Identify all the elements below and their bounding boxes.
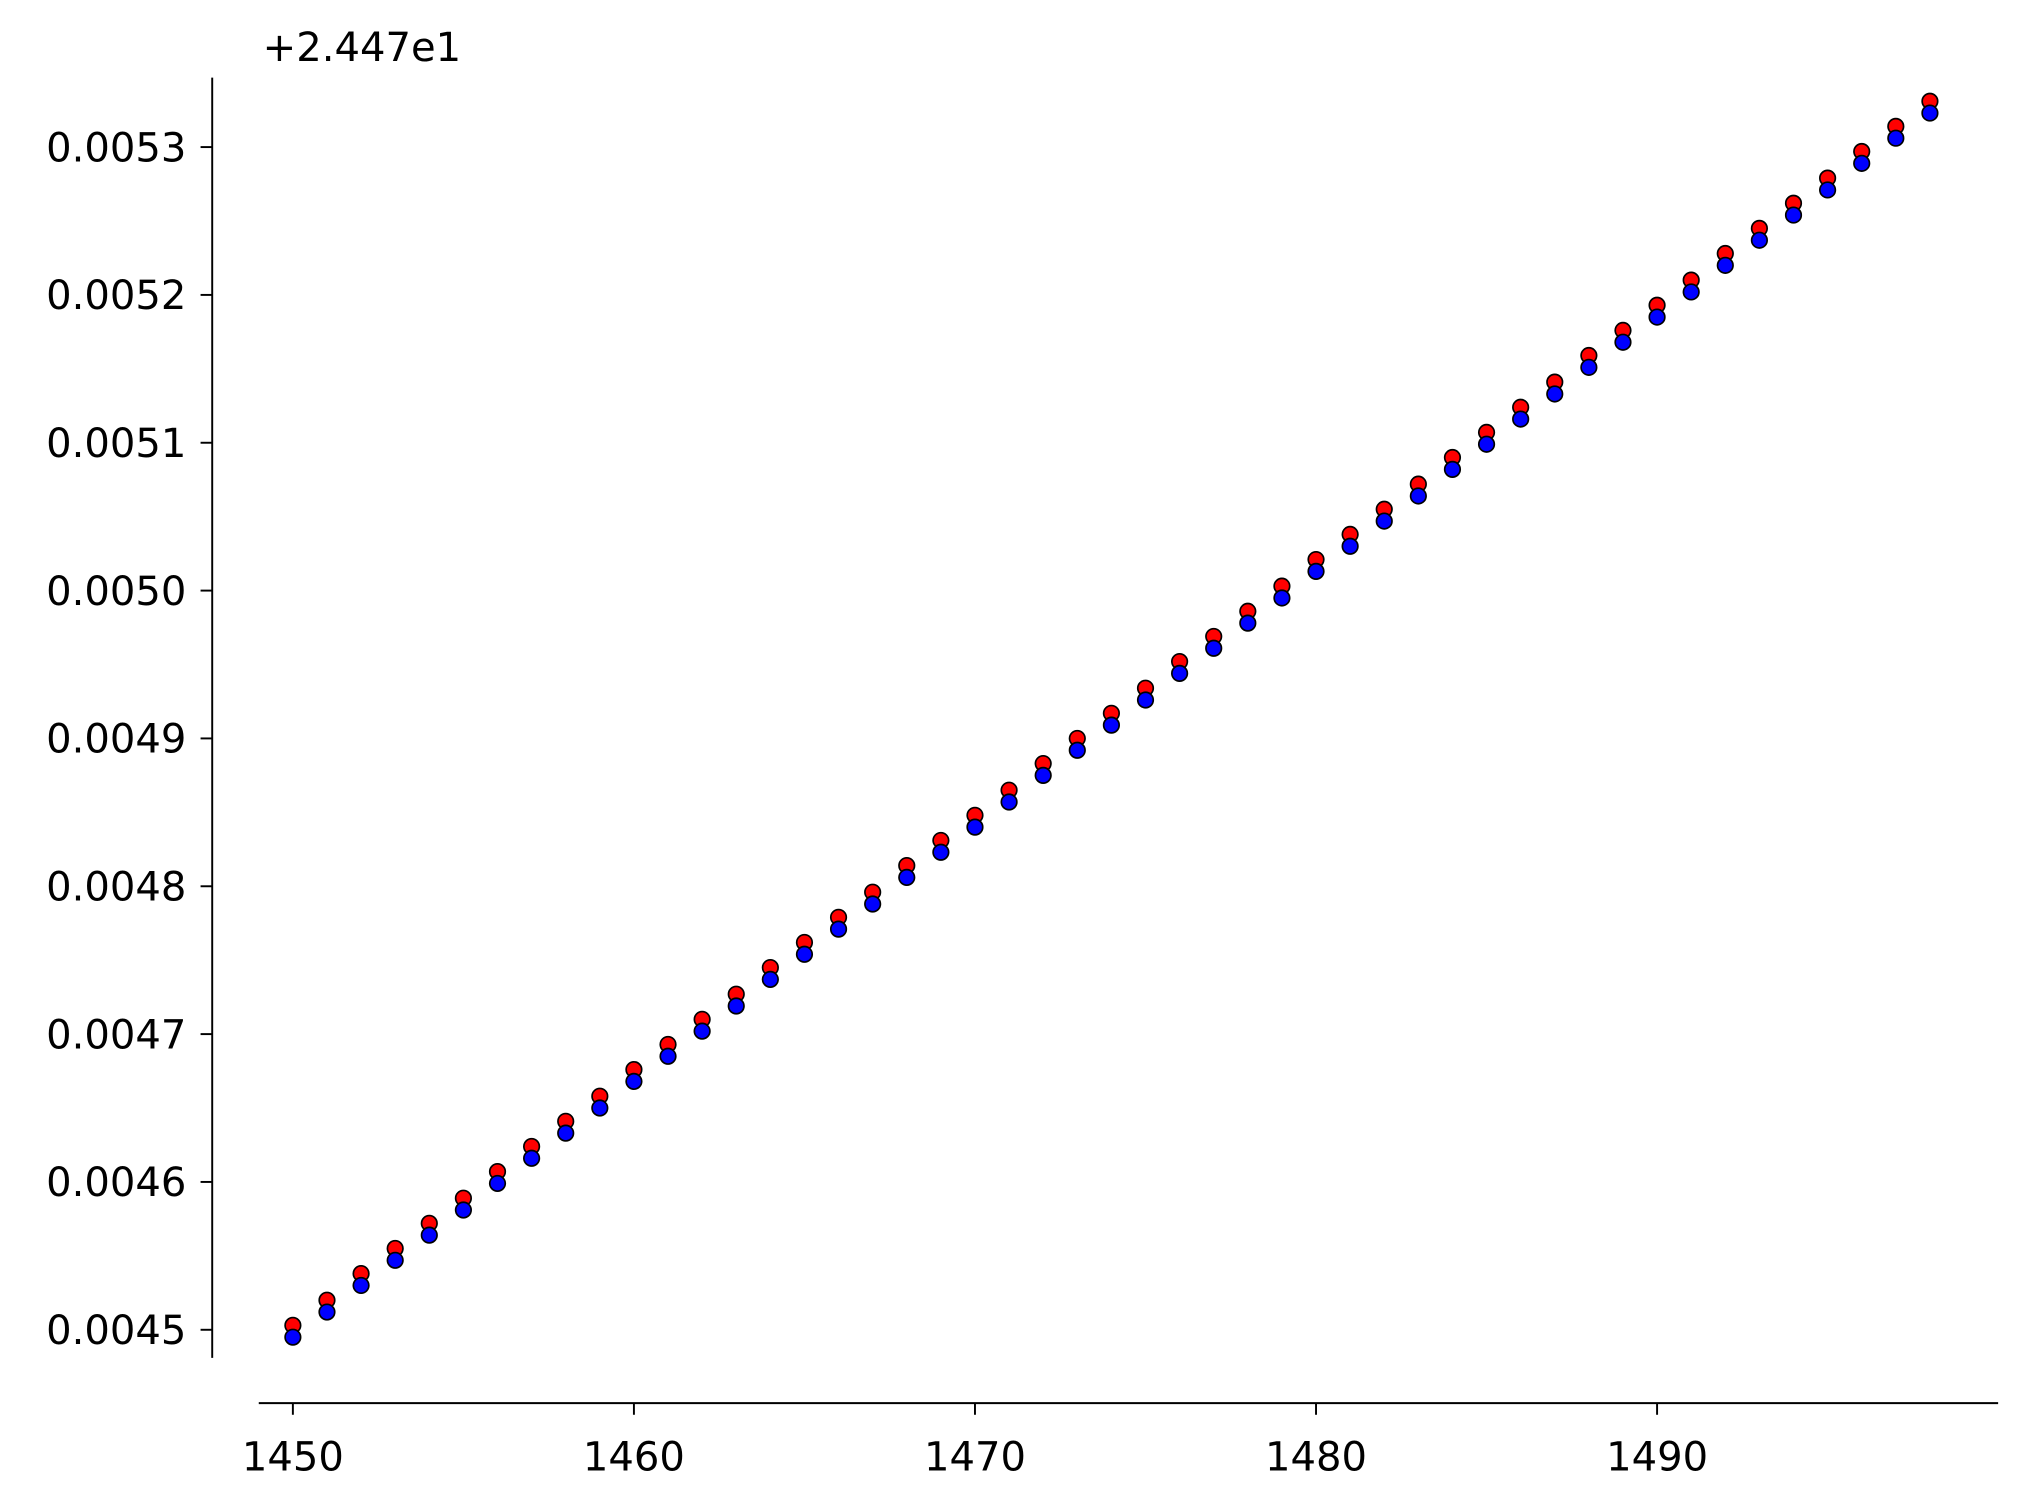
data-point bbox=[932, 843, 950, 861]
y-tick-label: 0.0046 bbox=[46, 1160, 186, 1206]
data-point bbox=[386, 1251, 404, 1269]
data-point bbox=[454, 1201, 472, 1219]
data-point bbox=[1443, 460, 1462, 478]
data-point bbox=[1614, 333, 1632, 351]
data-point bbox=[1853, 154, 1871, 172]
data-point bbox=[1648, 308, 1666, 326]
y-tick-label: 0.0048 bbox=[46, 864, 186, 910]
x-tick-label: 1480 bbox=[1265, 1434, 1367, 1480]
data-point bbox=[352, 1276, 370, 1295]
data-point bbox=[488, 1174, 507, 1193]
data-point bbox=[693, 1022, 711, 1040]
data-point bbox=[284, 1328, 302, 1346]
y-tick-label: 0.0050 bbox=[46, 569, 186, 615]
data-point bbox=[1409, 487, 1427, 505]
data-point bbox=[1716, 256, 1734, 274]
data-point bbox=[1580, 358, 1598, 376]
data-point bbox=[898, 868, 916, 886]
data-point bbox=[659, 1047, 677, 1065]
y-tick-label: 0.0045 bbox=[46, 1308, 186, 1354]
data-point bbox=[1000, 793, 1018, 811]
data-point bbox=[795, 945, 814, 963]
data-point bbox=[1341, 537, 1359, 555]
data-point bbox=[1375, 512, 1393, 530]
data-point bbox=[557, 1124, 575, 1142]
data-point bbox=[1819, 181, 1837, 199]
data-point bbox=[1887, 129, 1905, 147]
data-point bbox=[420, 1226, 438, 1244]
x-tick-label: 1470 bbox=[924, 1434, 1026, 1480]
y-tick-label: 0.0052 bbox=[46, 273, 186, 319]
data-point bbox=[966, 818, 984, 836]
y-tick-label: 0.0053 bbox=[46, 125, 186, 171]
data-point bbox=[1512, 410, 1530, 428]
data-point bbox=[1136, 691, 1155, 709]
data-point bbox=[591, 1099, 609, 1117]
data-point bbox=[1477, 435, 1496, 453]
data-point bbox=[1171, 664, 1189, 682]
data-point bbox=[1102, 716, 1120, 734]
data-point bbox=[864, 895, 882, 913]
y-tick-label: 0.0047 bbox=[46, 1012, 186, 1058]
data-point bbox=[727, 997, 745, 1015]
data-point bbox=[1784, 206, 1803, 224]
data-point bbox=[1921, 104, 1939, 122]
data-point bbox=[1205, 639, 1223, 657]
data-point bbox=[1682, 283, 1700, 301]
data-point bbox=[1307, 562, 1325, 580]
data-point bbox=[1068, 741, 1086, 759]
x-tick-label: 1460 bbox=[583, 1434, 685, 1480]
data-point bbox=[1034, 766, 1052, 784]
data-point bbox=[1546, 385, 1564, 403]
data-point bbox=[1750, 231, 1768, 249]
data-point bbox=[318, 1303, 336, 1321]
y-tick-label: 0.0051 bbox=[46, 421, 186, 467]
data-point bbox=[829, 920, 848, 938]
data-point bbox=[1239, 614, 1257, 632]
data-point bbox=[761, 970, 779, 989]
x-tick-label: 1490 bbox=[1606, 1434, 1708, 1480]
data-point bbox=[625, 1072, 643, 1091]
x-tick-label: 1450 bbox=[242, 1434, 344, 1480]
y-tick-label: 0.0049 bbox=[46, 717, 186, 763]
axis-offset-text: +2.447e1 bbox=[263, 25, 461, 71]
data-point bbox=[523, 1149, 541, 1167]
data-point bbox=[1273, 589, 1291, 607]
